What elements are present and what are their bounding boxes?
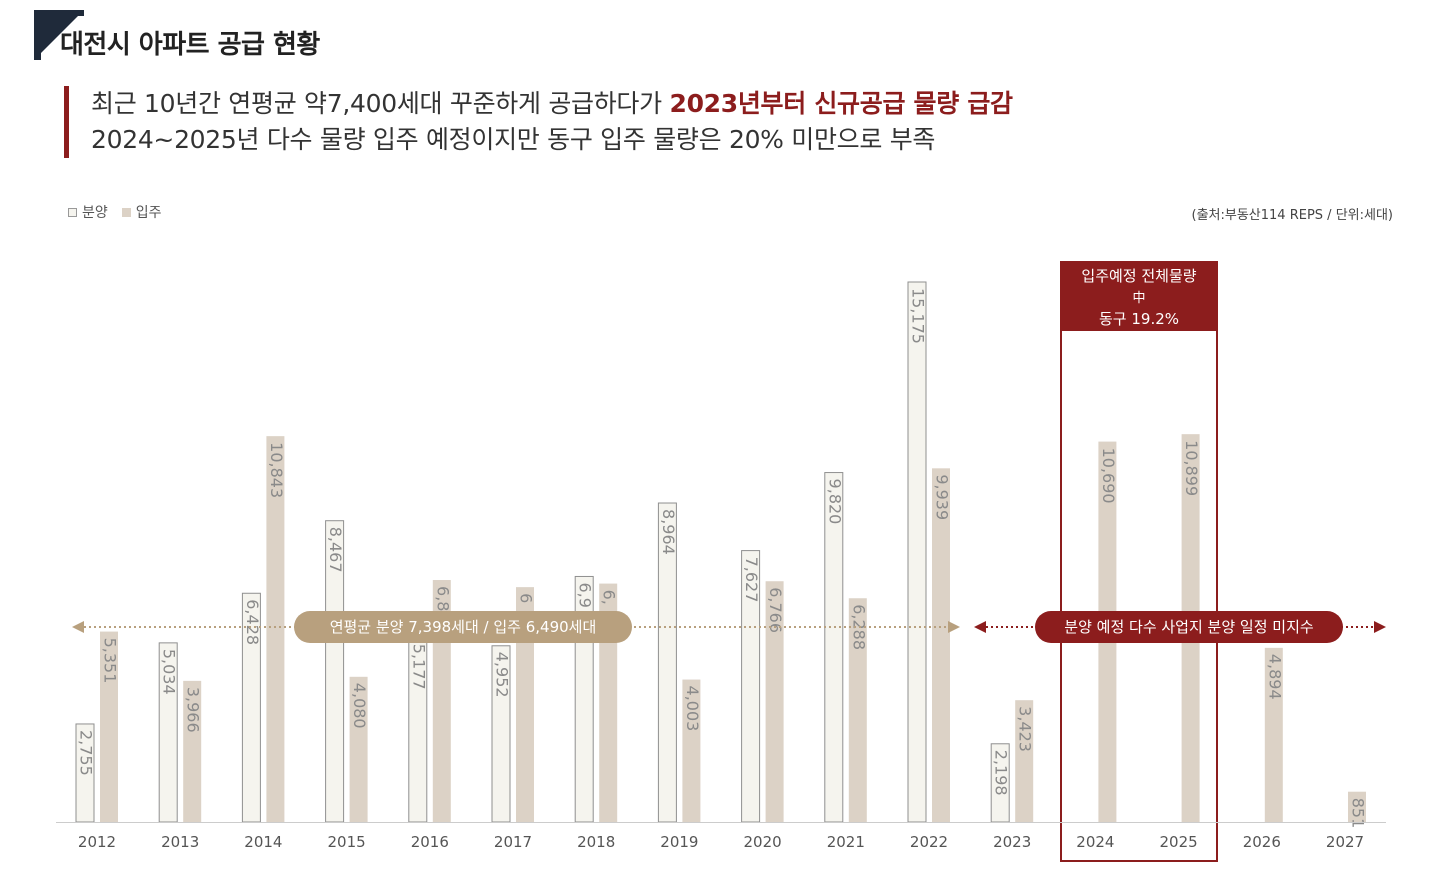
move-bar (516, 587, 534, 822)
summary-highlight: 2023년부터 신규공급 물량 급감 (669, 89, 1013, 118)
forecast-box-header (1061, 262, 1217, 331)
sale-bar-label: 4,952 (493, 652, 512, 698)
move-bar-label: 9,939 (933, 474, 952, 520)
move-bar-label: 4,080 (350, 683, 369, 729)
move-bar (1348, 791, 1366, 822)
move-bar-label: 3,423 (1016, 706, 1035, 752)
x-tick-label: 2020 (744, 833, 782, 851)
sale-bar-label: 8,964 (659, 509, 678, 555)
sale-bar-label: 15,175 (909, 288, 928, 344)
sale-bar-label: 6,9 (576, 582, 595, 607)
forecast-box-line2: 中 (1132, 291, 1145, 306)
move-bar (183, 680, 202, 822)
move-bar (765, 581, 784, 822)
x-tick-label: 2015 (328, 833, 366, 851)
average-arrow-right-icon (948, 621, 960, 633)
move-bar-label: 10,843 (267, 442, 286, 498)
move-bar (682, 679, 701, 822)
source-note: (출처:부동산114 REPS / 단위:세대) (1191, 208, 1393, 223)
move-bar (1015, 700, 1034, 822)
sale-bar-label: 2,755 (77, 730, 96, 776)
move-bar-label: 10,899 (1182, 440, 1201, 496)
x-tick-label: 2012 (78, 833, 116, 851)
sale-bar-label: 8,467 (326, 527, 345, 573)
pending-arrow-right-icon (1374, 621, 1386, 633)
move-bar-label: 851 (1349, 798, 1368, 829)
legend-move-swatch (121, 207, 131, 217)
move-bar-label: 10,690 (1099, 448, 1118, 504)
x-tick-label: 2026 (1243, 833, 1281, 851)
pending-label: 분양 예정 다수 사업지 분양 일정 미지수 (1064, 618, 1313, 636)
sale-bar (824, 472, 844, 823)
move-bar (349, 676, 368, 822)
summary-line-1: 최근 10년간 연평균 약7,400세대 꾸준하게 공급하다가 2023년부터 … (91, 86, 1013, 122)
sale-bar-label: 7,627 (742, 557, 761, 603)
summary-line-2: 2024~2025년 다수 물량 입주 예정이지만 동구 입주 물량은 20% … (91, 125, 936, 154)
x-tick-label: 2023 (993, 833, 1031, 851)
move-bar-label: 5,351 (101, 638, 120, 684)
move-bar-label: 6,288 (849, 604, 868, 650)
sale-bar (907, 281, 927, 823)
move-bar (932, 468, 950, 822)
pending-label-pill (1035, 611, 1343, 643)
legend-sale-swatch (68, 207, 77, 217)
corner-mark-icon (34, 10, 84, 60)
x-tick-label: 2024 (1076, 833, 1114, 851)
x-tick-label: 2017 (494, 833, 532, 851)
pending-arrow-left-icon (974, 621, 986, 633)
x-tick-label: 2019 (660, 833, 698, 851)
x-tick-label: 2022 (910, 833, 948, 851)
move-bar-label: 6, (600, 590, 619, 605)
move-bar-label: 3,966 (184, 687, 203, 733)
legend-move-label: 입주 (135, 205, 162, 221)
page-title: 대전시 아파트 공급 현황 (60, 30, 320, 60)
average-label: 연평균 분양 7,398세대 / 입주 6,490세대 (330, 618, 597, 636)
sale-bar-label: 5,177 (409, 644, 428, 690)
move-bar-label: 4,003 (683, 686, 702, 732)
move-bar-label: 6 (517, 593, 536, 603)
summary-block: 최근 10년간 연평균 약7,400세대 꾸준하게 공급하다가 2023년부터 … (64, 86, 1013, 158)
x-tick-label: 2013 (161, 833, 199, 851)
x-tick-label: 2021 (827, 833, 865, 851)
average-label-pill (294, 611, 632, 643)
forecast-box-line3: 동구 19.2% (1099, 310, 1179, 328)
sale-bar-label: 2,198 (992, 750, 1011, 796)
sale-bar-label: 9,820 (825, 479, 844, 525)
x-tick-label: 2014 (244, 833, 282, 851)
move-bar (266, 436, 285, 822)
move-bar-label: 4,894 (1265, 654, 1284, 700)
legend-sale-label: 분양 (82, 205, 108, 221)
chart-legend: 분양 입주 (68, 202, 162, 222)
forecast-box-line1: 입주예정 전체물량 (1081, 267, 1196, 285)
x-tick-label: 2025 (1160, 833, 1198, 851)
move-bar (100, 631, 118, 822)
x-tick-label: 2016 (411, 833, 449, 851)
sale-bar-label: 5,034 (160, 649, 179, 695)
average-arrow-left-icon (72, 621, 84, 633)
move-bar (599, 583, 618, 822)
move-bar-label: 6,8 (433, 586, 452, 611)
summary-line-1-text: 최근 10년간 연평균 약7,400세대 꾸준하게 공급하다가 (91, 89, 670, 118)
move-bar (1264, 647, 1283, 822)
sale-bar-label: 6,428 (243, 599, 262, 645)
move-bar (848, 598, 867, 822)
x-tick-label: 2018 (577, 833, 615, 851)
x-tick-label: 2027 (1326, 833, 1364, 851)
move-bar-label: 6,766 (766, 587, 785, 633)
